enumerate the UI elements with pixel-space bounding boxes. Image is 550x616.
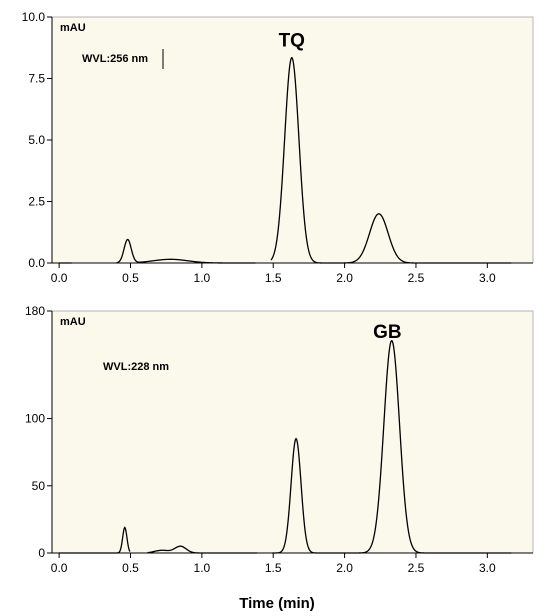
x-axis-title: Time (min) (239, 595, 315, 612)
y-tick-label: 10.0 (22, 10, 46, 24)
y-tick-label: 7.5 (28, 72, 45, 86)
x-tick-label: 1.0 (194, 561, 211, 575)
x-tick-label: 3.0 (479, 271, 496, 285)
y-tick-label: 0.0 (28, 256, 45, 270)
x-tick-label: 2.0 (336, 561, 353, 575)
y-tick-label: 50 (32, 479, 46, 493)
plot-background (52, 311, 533, 553)
x-tick-label: 1.5 (265, 271, 282, 285)
y-ticks: 0 50 100 180 (25, 304, 52, 560)
y-tick-label: 0 (38, 546, 45, 560)
x-tick-label: 1.0 (194, 271, 211, 285)
y-unit-label: mAU (60, 22, 86, 34)
plot-frame (52, 16, 534, 263)
y-tick-label: 100 (25, 412, 45, 426)
wavelength-label: WVL:228 nm (103, 361, 169, 373)
peak-label: TQ (279, 31, 305, 52)
plot-frame (52, 310, 534, 553)
peak-label: GB (373, 322, 402, 343)
chromatogram-panel-228nm: 0 50 100 180 0.0 0.5 1.0 1.5 2.0 2.5 3.0 mAU WVL:… (25, 304, 534, 575)
y-tick-label: 5.0 (28, 133, 45, 147)
x-tick-label: 0.0 (51, 271, 68, 285)
y-ticks: 0.0 2.5 5.0 7.5 10.0 (22, 10, 52, 270)
x-tick-label: 2.0 (336, 271, 353, 285)
x-tick-label: 3.0 (479, 561, 496, 575)
x-tick-label: 2.5 (408, 561, 425, 575)
y-tick-label: 180 (25, 304, 45, 318)
wavelength-label: WVL:256 nm (82, 53, 148, 65)
x-tick-label: 0.5 (122, 271, 139, 285)
chromatogram-panel-256nm: 0.0 2.5 5.0 7.5 10.0 0.0 0.5 1.0 1.5 2.0 2.5 3.0 m… (22, 10, 534, 285)
x-tick-label: 2.5 (408, 271, 425, 285)
x-ticks: 0.0 0.5 1.0 1.5 2.0 2.5 3.0 (51, 263, 496, 285)
y-unit-label: mAU (60, 316, 86, 328)
y-tick-label: 2.5 (28, 195, 45, 209)
x-ticks: 0.0 0.5 1.0 1.5 2.0 2.5 3.0 (51, 553, 496, 575)
x-tick-label: 0.5 (122, 561, 139, 575)
x-tick-label: 1.5 (265, 561, 282, 575)
x-tick-label: 0.0 (51, 561, 68, 575)
